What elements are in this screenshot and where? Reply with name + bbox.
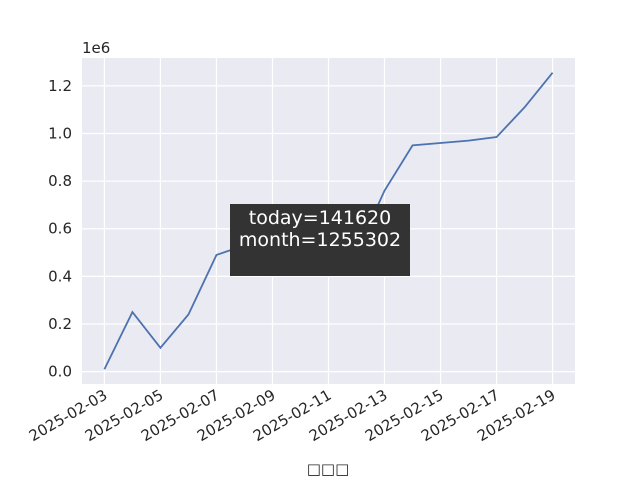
x-axis-label: □□□ — [307, 460, 350, 478]
y-tick-label: 0.4 — [48, 267, 72, 285]
y-tick-label: 0.8 — [48, 172, 72, 190]
annotation: month=1255302 — [239, 229, 401, 251]
annotation: today=141620 — [249, 207, 391, 229]
y-offset-label: 1e6 — [82, 39, 110, 57]
y-tick-label: 0.2 — [48, 315, 72, 333]
y-tick-label: 1.2 — [48, 77, 72, 95]
y-tick-label: 1.0 — [48, 124, 72, 142]
y-tick-label: 0.0 — [48, 363, 72, 381]
annotation-box — [230, 204, 410, 276]
y-tick-label: 0.6 — [48, 220, 72, 238]
